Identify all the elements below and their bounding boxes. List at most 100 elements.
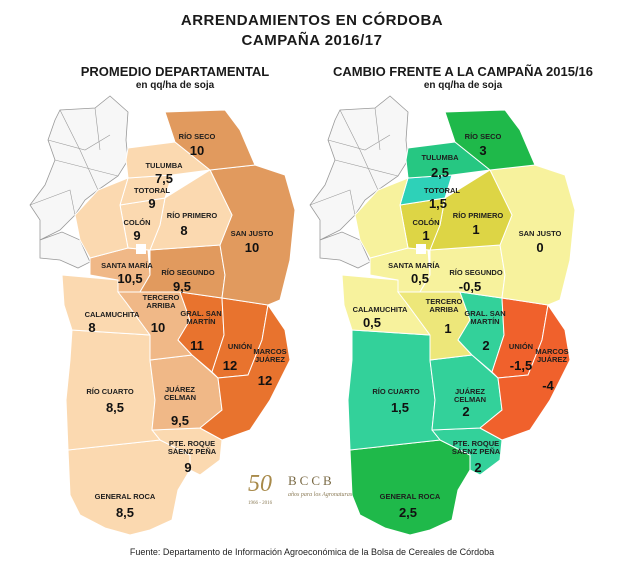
right-region-west — [354, 177, 409, 259]
label-line: GRAL. SAN — [464, 309, 505, 318]
left-label-colon: COLÓN — [123, 218, 150, 227]
left-value-totoral: 9 — [148, 196, 155, 211]
left-region-marcos-juarez — [199, 303, 291, 441]
label-line: ARRIBA — [429, 305, 459, 314]
logo-number: 50 — [248, 471, 272, 497]
right-label-colon: COLÓN — [412, 218, 439, 227]
left-value-calamuchita: 8 — [88, 320, 95, 335]
label-line: GRAL. SAN — [180, 309, 221, 318]
label-line: CELMAN — [164, 393, 196, 402]
logo-years: 1966 - 2016 — [248, 501, 273, 506]
left-label-rio-seco: RÍO SECO — [179, 132, 216, 141]
right-map: RÍO SECO 3 TULUMBA 2,5 TOTORAL 1,5 COLÓN… — [309, 95, 576, 536]
left-label-santa-maria: SANTA MARÍA — [101, 261, 153, 270]
label-line: SÁENZ PEÑA — [452, 447, 501, 456]
left-label-totoral: TOTORAL — [134, 186, 170, 195]
right-value-marcos-juarez: -4 — [542, 378, 554, 393]
bccb-logo: 50 BCCB años para los Agronaturas 1966 -… — [248, 467, 388, 517]
label-line: MARTÍN — [186, 317, 215, 326]
label-line: JUÁREZ — [255, 355, 285, 364]
left-label-rio-segundo: RÍO SEGUNDO — [161, 268, 215, 277]
right-value-san-justo: 0 — [536, 240, 543, 255]
right-value-tulumba: 2,5 — [431, 165, 449, 180]
label-line: PTE. ROQUE — [453, 439, 499, 448]
right-region-rio-seco — [444, 109, 536, 171]
left-map-unit: en qq/ha de soja — [135, 80, 215, 91]
left-map-heading: PROMEDIO DEPARTAMENTAL — [80, 64, 270, 79]
right-label-rio-primero: RÍO PRIMERO — [453, 211, 504, 220]
right-label-tulumba: TULUMBA — [421, 153, 459, 162]
left-value-colon: 9 — [133, 228, 140, 243]
left-region-rio-seco — [164, 109, 256, 171]
label-line: JUÁREZ — [455, 387, 485, 396]
right-outside-lines — [309, 107, 399, 216]
label-line: JUÁREZ — [165, 385, 195, 394]
label-line: MARTÍN — [470, 317, 499, 326]
right-label-marcos-juarez: MARCOS JUÁREZ — [535, 347, 568, 364]
logo-org: BCCB — [288, 473, 335, 488]
right-label-juarez-celman: JUÁREZ CELMAN — [454, 387, 486, 404]
right-value-juarez-celman: 2 — [462, 404, 469, 419]
right-region-marcos-juarez — [479, 303, 571, 441]
right-value-colon: 1 — [422, 228, 429, 243]
right-value-rio-cuarto: 1,5 — [391, 400, 409, 415]
left-map: RÍO SECO 10 TULUMBA 7,5 TOTORAL 9 COLÓN … — [29, 95, 296, 536]
label-line: TERCERO — [426, 297, 463, 306]
right-value-gral-san-martin: 2 — [482, 338, 489, 353]
left-label-marcos-juarez: MARCOS JUÁREZ — [253, 347, 286, 364]
right-label-tercero-arriba: TERCERO ARRIBA — [426, 297, 463, 314]
left-label-gral-san-martin: GRAL. SAN MARTÍN — [180, 309, 221, 326]
left-value-marcos-juarez: 12 — [258, 373, 272, 388]
right-label-totoral: TOTORAL — [424, 186, 460, 195]
main-title-line-2: CAMPAÑA 2016/17 — [241, 32, 383, 49]
right-capital — [416, 244, 426, 254]
right-value-rio-seco: 3 — [479, 143, 486, 158]
left-region-west — [74, 177, 129, 259]
right-label-rio-seco: RÍO SECO — [465, 132, 502, 141]
left-value-santa-maria: 10,5 — [117, 271, 142, 286]
label-line: MARCOS — [253, 347, 286, 356]
left-value-union: 12 — [223, 358, 237, 373]
left-label-rio-primero: RÍO PRIMERO — [167, 211, 218, 220]
right-value-union: -1,5 — [510, 358, 532, 373]
left-value-rio-cuarto: 8,5 — [106, 400, 124, 415]
label-line: SÁENZ PEÑA — [168, 447, 217, 456]
left-value-tercero-arriba: 10 — [151, 320, 165, 335]
label-line: TERCERO — [143, 293, 180, 302]
left-label-tercero-arriba: TERCERO ARRIBA — [143, 293, 180, 310]
label-line: CELMAN — [454, 395, 486, 404]
right-value-general-roca: 2,5 — [399, 505, 417, 520]
right-value-rio-primero: 1 — [472, 222, 479, 237]
right-value-rio-segundo: -0,5 — [459, 279, 481, 294]
right-value-saenz-pena: 2 — [474, 460, 481, 475]
left-label-san-justo: SAN JUSTO — [231, 229, 274, 238]
left-capital — [136, 244, 146, 254]
right-label-general-roca: GENERAL ROCA — [380, 492, 441, 501]
label-line: PTE. ROQUE — [169, 439, 215, 448]
right-label-rio-segundo: RÍO SEGUNDO — [449, 268, 503, 277]
left-label-saenz-pena: PTE. ROQUE SÁENZ PEÑA — [168, 439, 217, 456]
left-value-san-justo: 10 — [245, 240, 259, 255]
left-value-rio-primero: 8 — [180, 223, 187, 238]
right-map-heading: CAMBIO FRENTE A LA CAMPAÑA 2015/16 — [332, 64, 594, 79]
left-label-general-roca: GENERAL ROCA — [95, 492, 156, 501]
left-label-rio-cuarto: RÍO CUARTO — [86, 387, 134, 396]
left-label-calamuchita: CALAMUCHITA — [85, 310, 140, 319]
left-value-gral-san-martin: 11 — [190, 338, 204, 353]
main-title-line-1: ARRENDAMIENTOS EN CÓRDOBA — [180, 12, 444, 29]
left-value-rio-segundo: 9,5 — [173, 279, 191, 294]
label-line: MARCOS — [535, 347, 568, 356]
left-value-juarez-celman: 9,5 — [171, 413, 189, 428]
right-label-san-justo: SAN JUSTO — [519, 229, 562, 238]
left-label-juarez-celman: JUÁREZ CELMAN — [164, 385, 196, 402]
right-map-unit: en qq/ha de soja — [423, 80, 503, 91]
right-value-calamuchita: 0,5 — [363, 315, 381, 330]
logo-tagline: años para los Agronaturas — [288, 492, 353, 498]
left-outside-lines — [29, 107, 119, 216]
left-value-saenz-pena: 9 — [184, 460, 191, 475]
left-label-tulumba: TULUMBA — [145, 161, 183, 170]
left-value-tulumba: 7,5 — [155, 171, 173, 186]
right-value-tercero-arriba: 1 — [444, 321, 451, 336]
label-line: ARRIBA — [146, 301, 176, 310]
source-note: Fuente: Departamento de Información Agro… — [129, 547, 495, 557]
